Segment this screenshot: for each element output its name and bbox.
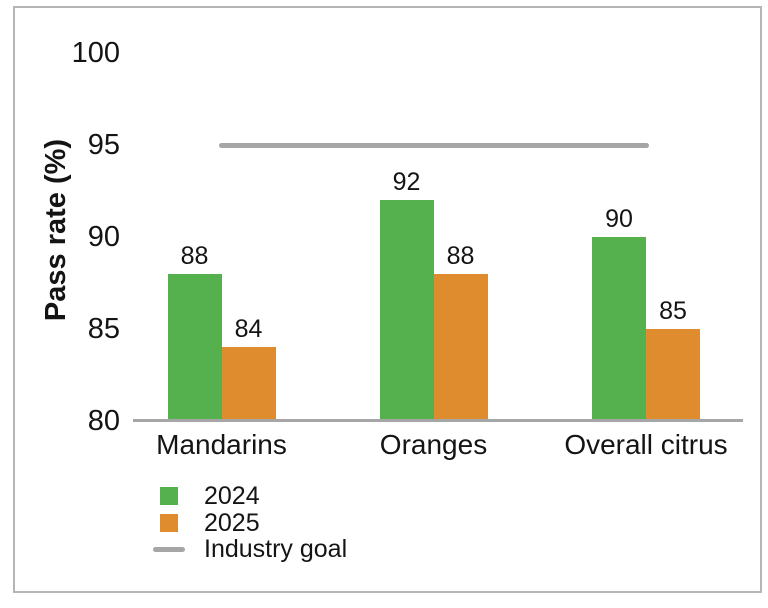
bar-2025-mandarins [221, 347, 276, 422]
bar-2025-oranges [433, 273, 488, 422]
category-label-mandarins: Mandarins [156, 429, 287, 460]
bar-value-label: 85 [659, 297, 687, 325]
category-label-overall-citrus: Overall citrus [564, 429, 728, 460]
y-tick-label: 80 [87, 405, 120, 437]
bar-value-label: 92 [392, 168, 421, 197]
y-tick-label: 90 [87, 221, 120, 253]
legend-label: 2024 [204, 482, 260, 510]
legend-label: Industry goal [204, 535, 348, 563]
legend-swatch [160, 514, 178, 532]
legend-label: 2025 [204, 509, 260, 537]
legend-swatch [153, 546, 185, 552]
bar-value-label: 88 [180, 241, 209, 270]
legend-item-industry-goal: Industry goal [153, 535, 348, 563]
y-tick-label: 95 [87, 129, 120, 161]
bar-value-label: 90 [605, 205, 633, 233]
bar-2025-overall-citrus [646, 329, 700, 422]
bar-2024-overall-citrus [592, 237, 646, 422]
y-tick-label: 85 [87, 313, 120, 345]
legend-item-2025: 2025 [160, 509, 260, 537]
bar-2024-oranges [379, 200, 434, 422]
y-tick-label: 100 [71, 37, 120, 69]
industry-goal-line [219, 142, 649, 148]
x-axis-line [133, 419, 743, 422]
bar-2024-mandarins [167, 273, 222, 422]
category-label-oranges: Oranges [379, 429, 488, 460]
bar-value-label: 88 [446, 241, 475, 270]
bar-value-label: 84 [234, 315, 263, 344]
legend-swatch [160, 487, 178, 505]
legend-item-2024: 2024 [160, 482, 260, 510]
